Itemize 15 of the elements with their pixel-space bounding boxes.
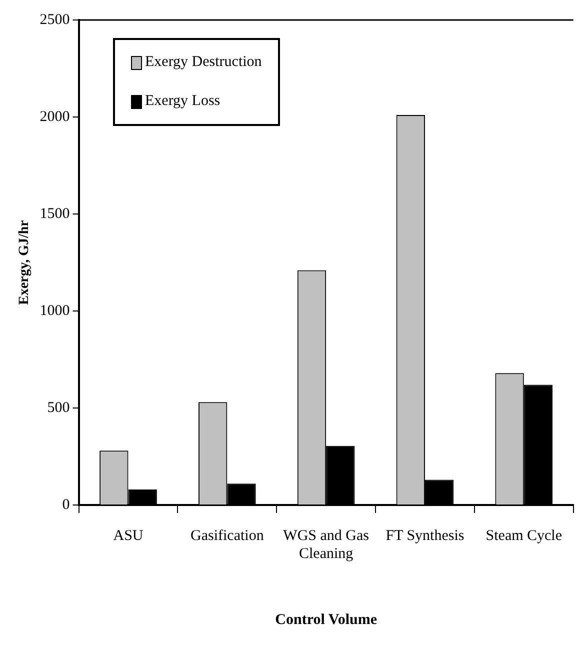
x-axis-title: Control Volume xyxy=(275,612,378,628)
x-tick-label: ASU xyxy=(113,528,144,544)
y-tick-label: 1500 xyxy=(40,206,70,222)
x-tick-label: FT Synthesis xyxy=(386,528,464,544)
y-axis-title: Exergy, GJ/hr xyxy=(17,220,32,305)
legend-label: Exergy Destruction xyxy=(145,54,262,71)
x-tick-label: Steam Cycle xyxy=(486,528,562,544)
y-tick-label: 2500 xyxy=(40,12,70,28)
y-tick-label: 2000 xyxy=(40,108,70,125)
y-tick-label: 500 xyxy=(47,400,70,416)
y-tick-label: 1000 xyxy=(40,302,70,319)
legend-label: Exergy Loss xyxy=(145,93,220,110)
x-tick-label: WGS and Gas Cleaning xyxy=(283,528,370,562)
y-tick-label: 0 xyxy=(62,496,70,513)
x-tick-label: Gasification xyxy=(190,528,264,544)
